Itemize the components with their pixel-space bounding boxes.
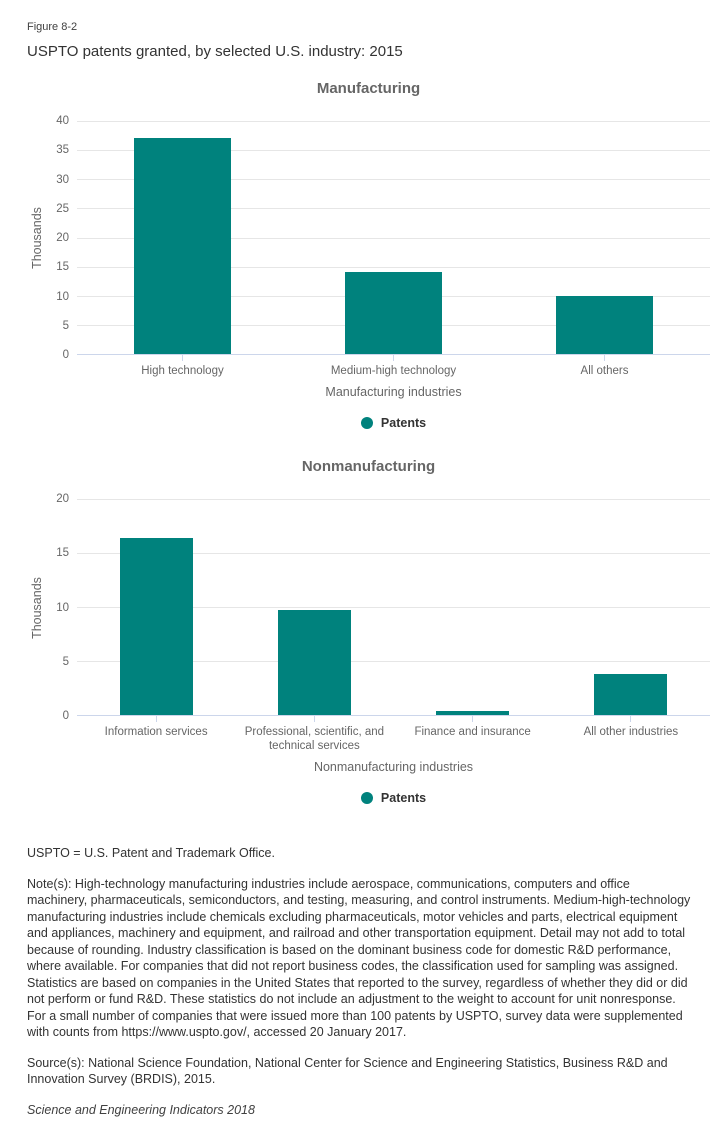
- gridline: [77, 179, 710, 180]
- x-tick: All others: [499, 355, 710, 378]
- x-tick-label: Professional, scientific, and technical …: [244, 726, 385, 752]
- manufacturing-chart: Manufacturing Thousands 0 5 10 15 20 25 30 35 40…: [27, 80, 710, 430]
- gridline: [77, 208, 710, 210]
- legend-patents[interactable]: Patents: [77, 791, 710, 805]
- gridline: [77, 266, 710, 268]
- x-tick-label: Finance and insurance: [414, 726, 531, 738]
- y-axis-ticks: 0 5 10 15 20: [47, 493, 77, 722]
- x-axis-ticks: High technology Medium-high technology All…: [77, 355, 710, 378]
- y-tick-label: 10: [56, 290, 69, 303]
- nonmanufacturing-chart: Nonmanufacturing Thousands 0 5 10 15 20 Info…: [27, 458, 710, 805]
- y-axis-title-text: Thousands: [30, 576, 45, 639]
- y-tick-label: 20: [56, 232, 69, 244]
- chart-title-manufacturing: Manufacturing: [316, 80, 421, 97]
- page-title: USPTO patents granted, by selected U.S. …: [27, 43, 403, 60]
- y-tick-label: 20: [56, 493, 69, 505]
- x-tick-label: High technology: [141, 365, 224, 377]
- bar-high-technology[interactable]: [133, 137, 232, 354]
- legend-marker-icon: [360, 417, 373, 429]
- y-axis-title-text: Thousands: [30, 207, 45, 269]
- x-axis-line: [77, 715, 710, 716]
- y-tick-label: 30: [56, 173, 69, 186]
- tick-mark: [182, 355, 183, 361]
- y-tick-label: 40: [56, 115, 69, 127]
- x-tick: Medium-high technology: [288, 355, 499, 378]
- legend-label: Patents: [380, 416, 427, 430]
- gridline: [77, 120, 710, 122]
- y-tick-label: 10: [56, 601, 69, 614]
- y-tick-label: 5: [62, 319, 69, 332]
- gridline: [77, 552, 710, 554]
- y-tick-label: 15: [56, 547, 69, 560]
- y-axis-title: Thousands: [27, 121, 47, 355]
- y-axis-title: Thousands: [27, 499, 47, 716]
- notes-text: Note(s): High-technology manufacturing i…: [27, 876, 691, 1040]
- legend-marker-icon: [360, 792, 373, 804]
- x-axis-line: [77, 354, 710, 355]
- tick-mark: [604, 355, 605, 361]
- bar-medium-high-technology[interactable]: [344, 272, 443, 354]
- x-tick: Information services: [77, 716, 235, 753]
- x-tick: All other industries: [552, 716, 710, 753]
- x-tick: Professional, scientific, and technical …: [235, 716, 393, 753]
- tick-mark: [630, 716, 632, 722]
- bar-information-services[interactable]: [119, 538, 193, 715]
- gridline: [77, 149, 710, 151]
- tick-mark: [155, 716, 157, 722]
- plot-area: [77, 498, 710, 716]
- legend-patents[interactable]: Patents: [77, 416, 710, 430]
- plot-area: [77, 120, 710, 355]
- bar-all-others[interactable]: [555, 296, 654, 354]
- x-tick-label: All other industries: [583, 726, 679, 738]
- x-tick-label: Medium-high technology: [330, 365, 457, 377]
- x-tick-label: All others: [580, 365, 629, 377]
- y-tick-label: 0: [62, 349, 69, 361]
- attribution: Science and Engineering Indicators 2018: [27, 1102, 255, 1117]
- footnotes: USPTO = U.S. Patent and Trademark Office…: [27, 845, 710, 1088]
- figure-label: Figure 8-2: [27, 21, 78, 33]
- bar-professional-scientific-and-technical-services[interactable]: [277, 609, 351, 715]
- y-axis-ticks: 0 5 10 15 20 25 30 35 40: [47, 115, 77, 361]
- bar-finance-and-insurance[interactable]: [436, 710, 509, 715]
- gridline: [77, 661, 710, 663]
- y-tick-label: 5: [62, 655, 69, 668]
- gridline: [77, 498, 710, 500]
- abbreviation-note: USPTO = U.S. Patent and Trademark Office…: [27, 846, 275, 860]
- y-tick-label: 0: [62, 710, 69, 722]
- x-axis-title: Manufacturing industries: [325, 385, 462, 399]
- y-tick-label: 15: [56, 261, 69, 274]
- legend-label: Patents: [380, 791, 427, 805]
- chart-plot-region: Thousands 0 5 10 15 20 25 30 35 40: [27, 115, 710, 361]
- tick-mark: [472, 716, 474, 722]
- gridline: [77, 607, 710, 608]
- tick-mark: [313, 716, 315, 722]
- chart-plot-region: Thousands 0 5 10 15 20: [27, 493, 710, 722]
- x-tick: High technology: [77, 355, 288, 378]
- chart-title-nonmanufacturing: Nonmanufacturing: [301, 458, 436, 475]
- source-note: Source(s): National Science Foundation, …: [27, 1055, 668, 1087]
- y-tick-label: 35: [56, 144, 69, 157]
- x-axis-ticks: Information services Professional, scient…: [77, 716, 710, 753]
- gridline: [77, 237, 710, 239]
- x-tick-label: Information services: [104, 726, 208, 738]
- x-axis-title: Nonmanufacturing industries: [313, 760, 474, 774]
- x-tick: Finance and insurance: [394, 716, 552, 753]
- bar-all-other-industries[interactable]: [594, 673, 668, 715]
- tick-mark: [393, 355, 394, 361]
- y-tick-label: 25: [56, 202, 69, 215]
